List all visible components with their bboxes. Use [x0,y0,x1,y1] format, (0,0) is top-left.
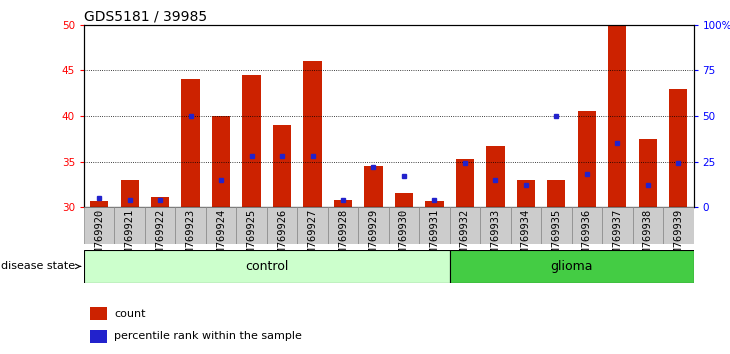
Text: GSM769937: GSM769937 [612,209,622,265]
Text: GSM769935: GSM769935 [551,209,561,265]
Text: glioma: glioma [550,260,593,273]
Bar [548,180,566,207]
Text: disease state: disease state [1,261,80,272]
Bar [304,61,322,207]
Text: GSM769928: GSM769928 [338,209,348,265]
Text: GSM769934: GSM769934 [521,209,531,265]
Text: GSM769931: GSM769931 [429,209,439,265]
Bar [267,207,297,244]
Bar [206,207,237,244]
Bar [175,207,206,244]
Bar [90,330,107,343]
Bar [517,180,535,207]
Bar [389,207,419,244]
Text: GSM769921: GSM769921 [125,209,134,265]
Text: GSM769939: GSM769939 [673,209,683,265]
Text: GSM769938: GSM769938 [643,209,653,265]
Bar [151,197,169,207]
Bar [669,88,688,207]
Text: GSM769920: GSM769920 [94,209,104,265]
Bar [663,207,694,244]
Bar [426,201,444,207]
Bar [237,207,267,244]
Text: GSM769929: GSM769929 [369,209,378,265]
Text: GSM769926: GSM769926 [277,209,287,265]
Text: GSM769930: GSM769930 [399,209,409,265]
Bar [120,180,139,207]
Bar [115,207,145,244]
Bar [273,125,291,207]
Bar [450,250,694,283]
Bar [541,207,572,244]
Bar [632,207,663,244]
Bar [358,207,388,244]
Text: GSM769924: GSM769924 [216,209,226,265]
Bar [182,80,200,207]
Bar [511,207,541,244]
Text: GDS5181 / 39985: GDS5181 / 39985 [84,10,207,24]
Text: count: count [115,309,146,319]
Text: GSM769925: GSM769925 [247,209,256,265]
Bar [364,166,383,207]
Bar [450,207,480,244]
Bar [486,146,504,207]
Text: percentile rank within the sample: percentile rank within the sample [115,331,302,341]
Bar [84,207,115,244]
Bar [480,207,511,244]
Bar [90,307,107,320]
Bar [90,201,108,207]
Text: GSM769936: GSM769936 [582,209,592,265]
Bar [212,116,230,207]
Bar [395,193,413,207]
Bar [639,139,657,207]
Bar [577,112,596,207]
Text: GSM769922: GSM769922 [155,209,165,265]
Text: control: control [245,260,288,273]
Bar [145,207,175,244]
Bar [297,207,328,244]
Text: GSM769927: GSM769927 [307,209,318,265]
Text: GSM769923: GSM769923 [185,209,196,265]
Bar [608,25,626,207]
Text: GSM769932: GSM769932 [460,209,470,265]
Bar [602,207,632,244]
Bar [419,207,450,244]
Bar [334,200,352,207]
Bar [456,159,474,207]
Bar [242,75,261,207]
Bar [572,207,602,244]
Text: GSM769933: GSM769933 [491,209,500,265]
Bar [328,207,358,244]
Bar [84,250,450,283]
